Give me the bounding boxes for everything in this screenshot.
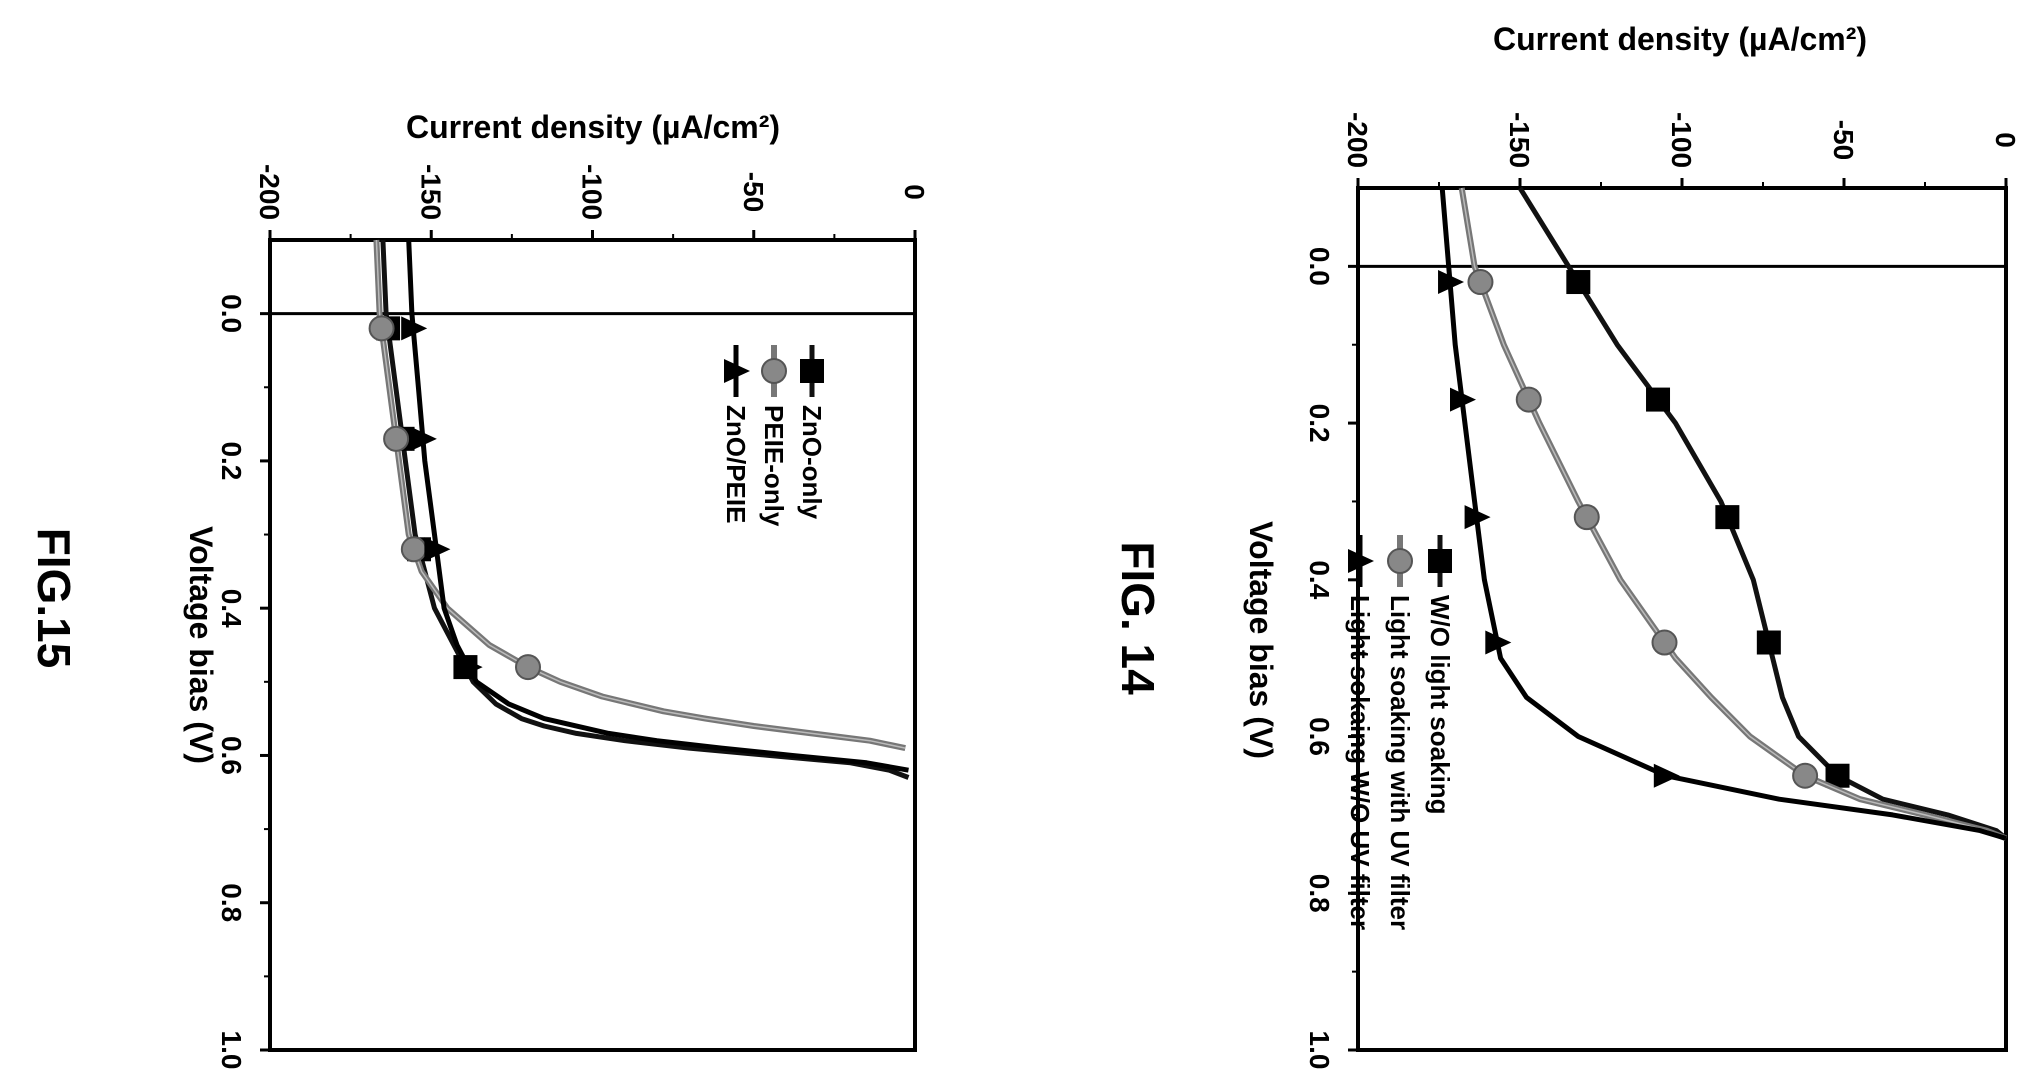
fig14-legend-label: W/O light soaking xyxy=(1425,595,1455,815)
fig15-legend-label: ZnO-only xyxy=(797,405,827,520)
fig15-x-tick-label: 0.2 xyxy=(216,441,247,480)
fig14-legend-square-marker xyxy=(1428,549,1452,573)
fig15-y-tick-label: -200 xyxy=(254,164,285,220)
fig15-x-tick-label: 0.0 xyxy=(216,294,247,333)
fig15-panel: 0.0 0.2 0.4 0.6 0.8 1.0 -200 -150 -100 -50 0 ZnO-… xyxy=(28,109,930,1069)
fig14-y-axis-ticks: -200 -150 -100 -50 0 xyxy=(1342,112,2021,188)
fig15-series-circle-marker xyxy=(383,425,410,452)
fig14-y-tick-label: -150 xyxy=(1504,112,1535,168)
fig14-series-triangle-marker xyxy=(1464,505,1491,530)
fig15-x-tick-label: 0.6 xyxy=(216,736,247,775)
fig14-x-tick-label: 0.6 xyxy=(1304,717,1335,756)
fig14-series-triangle-marker xyxy=(1450,387,1477,412)
fig14-caption: FIG. 14 xyxy=(1112,541,1164,695)
fig15-legend-triangle-marker xyxy=(724,359,750,383)
fig14-series-square-marker xyxy=(1756,630,1781,655)
fig15-caption: FIG.15 xyxy=(28,528,80,669)
fig15-series-triangle-marker xyxy=(410,426,437,451)
fig14-legend-circle-marker xyxy=(1387,548,1413,574)
fig14-legend-label: Light sokaing W/O UV filter xyxy=(1345,595,1375,930)
fig14-series-layer xyxy=(1438,186,2008,842)
fig14-series-circle-marker xyxy=(1651,629,1678,656)
fig15-legend-label: ZnO/PEIE xyxy=(721,405,751,523)
fig14-series-square-line xyxy=(1517,186,2008,841)
fig14-y-axis-title: Current density (µA/cm²) xyxy=(1493,21,1867,57)
fig14-x-tick-label: 1.0 xyxy=(1304,1031,1335,1070)
fig15-legend-label: PEIE-only xyxy=(759,405,789,527)
fig14-y-tick-label: -100 xyxy=(1666,112,1697,168)
fig14-panel: 0.0 0.2 0.4 0.6 0.8 1.0 -200 -150 -100 -50 0 W/O … xyxy=(1112,21,2021,1069)
fig14-series-triangle-marker xyxy=(1485,630,1512,655)
fig15-series-triangle-line xyxy=(406,239,909,773)
fig15-series-circle-marker xyxy=(515,654,541,681)
fig15-y-tick-label: -100 xyxy=(577,164,608,220)
fig15-series-circle-marker xyxy=(400,536,427,563)
fig15-legend-square-marker xyxy=(800,359,824,383)
fig15-x-tick-label: 0.8 xyxy=(216,883,247,922)
fig15-series-layer xyxy=(368,239,910,780)
fig15-x-tick-label: 0.4 xyxy=(216,589,247,628)
fig14-series-circle-marker xyxy=(1467,269,1494,296)
fig14-y-tick-label: -200 xyxy=(1342,112,1373,168)
fig14-legend-triangle-marker xyxy=(1348,549,1374,573)
fig15-y-tick-label: 0 xyxy=(899,184,930,200)
fig14-x-tick-label: 0.4 xyxy=(1304,560,1335,599)
fig14-series-circle-marker xyxy=(1792,762,1819,789)
fig15-series-triangle-marker xyxy=(401,316,428,341)
fig14-y-tick-label: 0 xyxy=(1990,132,2021,148)
fig15-y-tick-label: -150 xyxy=(415,164,446,220)
fig15-series-circle-marker xyxy=(368,315,395,342)
fig14-x-tick-label: 0.2 xyxy=(1304,404,1335,443)
fig14-series-square-marker xyxy=(1715,505,1740,530)
fig15-legend: ZnO-only PEIE-only ZnO/PEIE xyxy=(721,345,827,527)
fig14-series-circle-marker xyxy=(1573,504,1600,531)
fig15-x-axis-title: Voltage bias (V) xyxy=(183,526,219,764)
fig14-x-tick-label: 0.0 xyxy=(1304,247,1335,286)
fig14-legend-label: Light soaking with UV filter xyxy=(1385,595,1415,930)
fig15-legend-circle-marker xyxy=(761,358,787,384)
fig14-series-triangle-line xyxy=(1439,187,2007,841)
fig15-x-tick-label: 1.0 xyxy=(216,1031,247,1070)
fig15-y-axis-ticks: -200 -150 -100 -50 0 xyxy=(254,164,930,240)
fig14-series-square-marker xyxy=(1566,270,1591,295)
fig14-reference-lines xyxy=(1358,188,2008,1050)
fig14-x-tick-label: 0.8 xyxy=(1304,874,1335,913)
fig14-series-square-marker xyxy=(1646,387,1671,412)
fig15-x-axis-ticks: 0.0 0.2 0.4 0.6 0.8 1.0 xyxy=(216,294,270,1069)
fig14-x-axis-ticks: 0.0 0.2 0.4 0.6 0.8 1.0 xyxy=(1304,247,1358,1070)
fig14-x-axis-title: Voltage bias (V) xyxy=(1243,521,1279,759)
fig15-series-triangle-marker xyxy=(456,655,483,680)
fig14-series-triangle-marker xyxy=(1653,763,1680,788)
fig14-legend: W/O light soaking Light soaking with UV f… xyxy=(1345,535,1455,930)
fig15-y-tick-label: -50 xyxy=(738,172,769,212)
fig15-series-triangle-marker xyxy=(424,537,451,562)
fig14-series-triangle-marker xyxy=(1438,270,1465,295)
fig15-y-axis-title: Current density (µA/cm²) xyxy=(406,109,780,145)
fig14-series-circle-marker xyxy=(1515,386,1542,413)
fig14-series-circle-line-highlight xyxy=(1460,187,2007,840)
fig14-y-tick-label: -50 xyxy=(1828,120,1859,160)
fig15-series-square-line xyxy=(380,239,910,780)
